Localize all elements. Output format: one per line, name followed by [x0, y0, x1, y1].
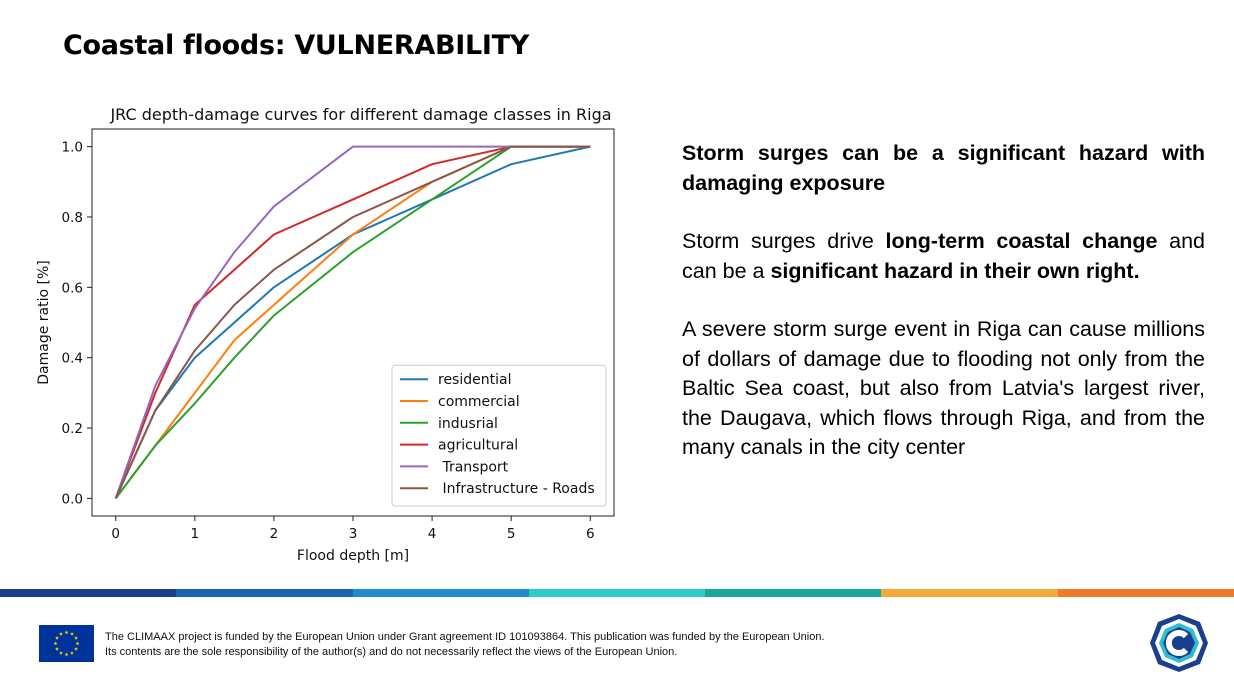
band-segment-3	[528, 589, 706, 597]
paragraph-riga-damage: A severe storm surge event in Riga can c…	[682, 317, 1205, 459]
band-segment-5	[881, 589, 1058, 597]
y-tick-label-0: 0.0	[62, 491, 83, 507]
plot-frame	[91, 128, 615, 517]
eu-star-icon	[54, 646, 59, 651]
eu-star-icon	[59, 631, 63, 636]
y-tick-label-4: 0.8	[62, 210, 83, 226]
x-tick-label-2: 2	[270, 526, 279, 542]
eu-star-icon	[74, 635, 79, 640]
eu-star-icon	[53, 641, 58, 646]
p2-part-a: Storm surges drive	[682, 229, 886, 253]
x-axis-label: Flood depth [m]	[297, 548, 409, 564]
eu-star-icon	[75, 641, 80, 646]
legend-box	[391, 364, 607, 507]
eu-star-icon	[59, 650, 63, 655]
disclaimer-line-1: The CLIMAAX project is funded by the Eur…	[105, 631, 825, 643]
eu-star-icon	[64, 630, 69, 635]
x-tick-label-1: 1	[191, 526, 200, 542]
x-tick-label-5: 5	[507, 526, 516, 542]
eu-star-icon	[70, 650, 74, 655]
eu-star-icon	[70, 631, 74, 636]
series-line-0	[114, 145, 591, 499]
eu-star-icon	[74, 646, 79, 651]
paragraph-coastal-change: Storm surges drive long-term coastal cha…	[682, 227, 1205, 286]
series-line-5	[114, 145, 591, 499]
chart-title: JRC depth-damage curves for different da…	[109, 105, 611, 124]
series-line-2	[114, 145, 591, 499]
climaax-logo-icon	[1150, 614, 1208, 672]
y-tick-label-3: 0.6	[62, 280, 83, 296]
lead-paragraph: Storm surges can be a significant hazard…	[682, 141, 1205, 195]
p2-part-c: and can be a	[682, 229, 1205, 283]
legend-label-0: residential	[438, 372, 511, 388]
depth-damage-chart: JRC depth-damage curves for different da…	[36, 105, 615, 564]
legend-label-1: commercial	[438, 394, 520, 410]
x-tick-label-6: 6	[586, 526, 595, 542]
series-line-4	[114, 145, 591, 499]
eu-star-icon	[64, 652, 69, 657]
footer-color-band	[0, 589, 1234, 597]
x-tick-label-0: 0	[111, 526, 120, 542]
slide-title: Coastal floods: VULNERABILITY	[63, 30, 530, 61]
band-segment-0	[0, 589, 177, 597]
legend-label-5: Infrastructure - Roads	[438, 481, 595, 497]
p2-part-b: long-term coastal change	[885, 229, 1158, 253]
band-segment-6	[1057, 589, 1234, 597]
x-tick-label-4: 4	[428, 526, 437, 542]
y-tick-label-5: 1.0	[62, 140, 83, 156]
band-segment-4	[705, 589, 882, 597]
y-tick-label-2: 0.4	[62, 351, 83, 367]
disclaimer-line-2: Its contents are the sole responsibility…	[105, 646, 678, 658]
y-tick-label-1: 0.2	[62, 421, 83, 437]
eu-flag-icon	[39, 625, 94, 662]
eu-star-icon	[54, 635, 59, 640]
y-axis-label: Damage ratio [%]	[36, 260, 52, 384]
legend-label-3: agricultural	[438, 438, 518, 454]
series-line-3	[114, 145, 591, 499]
band-segment-2	[352, 589, 529, 597]
x-tick-label-3: 3	[349, 526, 358, 542]
legend-label-4: Transport	[438, 459, 509, 475]
legend-label-2: indusrial	[438, 416, 498, 432]
funding-disclaimer: The CLIMAAX project is funded by the Eur…	[105, 630, 825, 660]
text-panel: Storm surges can be a significant hazard…	[682, 139, 1205, 492]
p2-part-d: significant hazard in their own right.	[770, 258, 1140, 283]
band-segment-1	[176, 589, 353, 597]
